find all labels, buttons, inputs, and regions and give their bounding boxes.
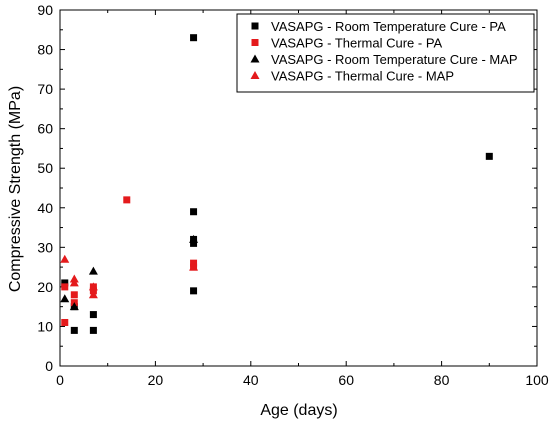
x-tick-label: 80: [434, 372, 450, 388]
legend-marker: [251, 22, 259, 30]
data-point-square: [190, 239, 198, 247]
data-point-triangle: [88, 290, 98, 299]
y-tick-label: 90: [37, 2, 53, 18]
legend-box: [236, 13, 535, 93]
y-tick-label: 0: [45, 358, 53, 374]
legend-marker: [250, 54, 260, 63]
data-point-triangle: [88, 266, 98, 275]
data-point-triangle: [69, 278, 79, 287]
y-tick-label: 60: [37, 121, 53, 137]
legend-marker: [250, 71, 260, 79]
data-point-square: [190, 34, 198, 42]
legend: VASAPG - Room Temperature Cure - PA VASAP…: [236, 13, 535, 93]
x-tick-label: 100: [525, 372, 549, 388]
data-point-triangle: [189, 234, 199, 243]
x-axis-title: Age (days): [260, 402, 337, 419]
y-tick-label: 20: [37, 279, 53, 295]
y-tick-label: 30: [37, 239, 53, 255]
legend-label: VASAPG - Room Temperature Cure - MAP: [271, 52, 518, 67]
points-group: [60, 34, 493, 334]
data-point-triangle: [69, 302, 79, 311]
data-point-square: [190, 208, 198, 216]
data-point-square: [123, 196, 131, 204]
legend-marker: [251, 39, 259, 46]
legend-label: VASAPG - Thermal Cure - MAP: [271, 69, 454, 84]
y-tick-label: 40: [37, 200, 53, 216]
x-tick-label: 60: [338, 372, 354, 388]
y-axis-title: Compressive Strength (MPa): [7, 86, 24, 292]
data-point-square: [61, 318, 69, 326]
x-tick-label: 0: [56, 372, 64, 388]
data-point-square: [485, 152, 493, 160]
data-point-square: [70, 326, 78, 334]
data-point-triangle: [60, 254, 70, 263]
y-tick-label: 80: [37, 42, 53, 58]
y-tick-label: 50: [37, 160, 53, 176]
data-point-triangle: [60, 294, 70, 303]
data-point-square: [89, 311, 97, 319]
data-point-triangle: [189, 262, 199, 271]
axes-group: 0 20 40 60 80 100 0 10 20 30 40 50 60 70 80 90: [37, 2, 548, 388]
x-tick-label: 20: [148, 372, 164, 388]
data-point-square: [61, 279, 69, 287]
y-tick-label: 70: [37, 81, 53, 97]
data-point-square: [61, 283, 69, 291]
legend-label: VASAPG - Thermal Cure - PA: [271, 36, 443, 51]
data-point-square: [89, 326, 97, 334]
y-tick-label: 10: [37, 318, 53, 334]
data-point-triangle: [88, 282, 98, 291]
legend-label: VASAPG - Room Temperature Cure - PA: [271, 19, 506, 34]
data-point-square: [70, 291, 78, 299]
x-tick-label: 40: [243, 372, 259, 388]
data-point-square: [190, 287, 198, 295]
